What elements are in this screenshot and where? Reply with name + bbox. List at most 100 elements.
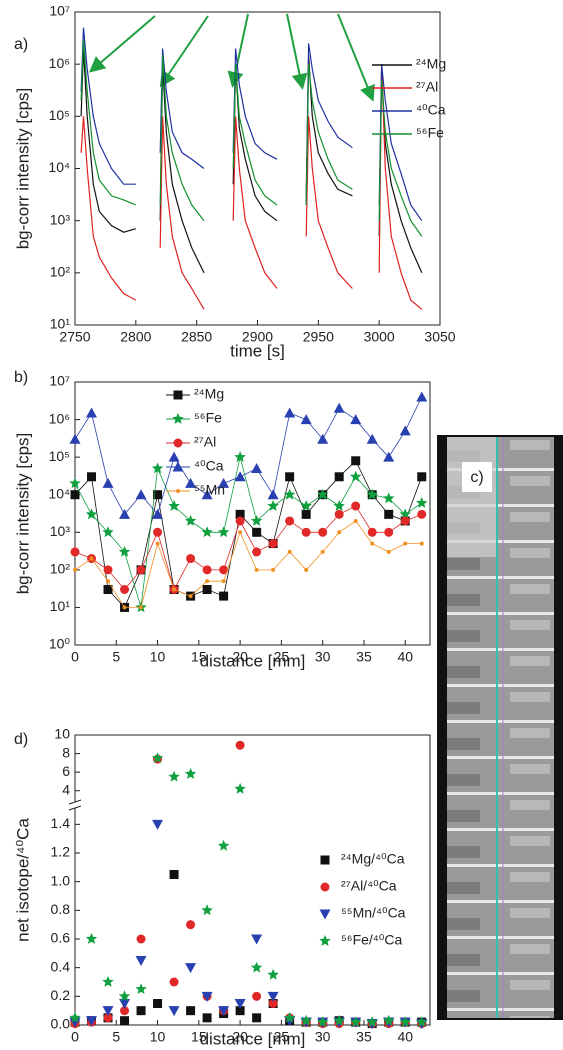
marker bbox=[186, 554, 196, 564]
x-tick-label: 30 bbox=[315, 1029, 331, 1045]
marker bbox=[383, 492, 395, 504]
y-tick-label: 10⁵ bbox=[49, 448, 70, 464]
marker bbox=[153, 490, 163, 500]
marker bbox=[102, 1006, 114, 1017]
marker bbox=[87, 472, 97, 482]
marker bbox=[320, 855, 330, 865]
marker bbox=[251, 462, 263, 473]
marker bbox=[304, 567, 309, 572]
x-tick-label: 3000 bbox=[364, 329, 395, 345]
legend-label: ⁵⁵Mn/⁴⁰Ca bbox=[341, 905, 406, 921]
marker bbox=[173, 390, 183, 400]
y-tick-label: 10⁵ bbox=[49, 107, 70, 123]
x-tick-label: 2750 bbox=[59, 329, 90, 345]
series-line bbox=[80, 48, 423, 274]
legend-label: ⁵⁶Fe bbox=[194, 410, 222, 426]
x-tick-label: 10 bbox=[150, 649, 166, 665]
y-tick-label: 6 bbox=[62, 763, 70, 779]
marker bbox=[151, 752, 164, 764]
x-tick-label: 2850 bbox=[181, 329, 212, 345]
marker bbox=[172, 587, 177, 592]
marker bbox=[234, 999, 246, 1009]
y-tick-label: 10⁴ bbox=[48, 485, 70, 501]
marker bbox=[69, 1011, 81, 1023]
marker bbox=[120, 1006, 130, 1016]
marker bbox=[285, 472, 295, 482]
marker bbox=[267, 489, 279, 500]
marker bbox=[119, 508, 131, 519]
x-axis-label: distance [mm] bbox=[200, 651, 306, 670]
marker bbox=[383, 451, 395, 462]
marker bbox=[419, 541, 424, 546]
marker bbox=[185, 477, 197, 488]
marker bbox=[169, 977, 179, 987]
y-axis-label: bg-corr intensity [cps] bbox=[13, 433, 32, 595]
marker bbox=[366, 433, 378, 444]
marker bbox=[186, 1006, 196, 1016]
marker bbox=[366, 1016, 378, 1027]
plot-frame bbox=[74, 381, 431, 646]
marker bbox=[319, 935, 331, 946]
y-tick-label: 10¹ bbox=[50, 598, 71, 614]
marker bbox=[202, 1013, 212, 1023]
marker bbox=[234, 782, 246, 794]
image-texture bbox=[447, 437, 497, 557]
marker bbox=[252, 991, 262, 1001]
marker bbox=[135, 489, 147, 500]
marker bbox=[168, 451, 180, 462]
marker bbox=[103, 585, 113, 595]
marker bbox=[118, 990, 131, 1002]
marker bbox=[168, 1006, 180, 1017]
marker bbox=[152, 819, 164, 830]
legend-label: ⁴⁰Ca bbox=[416, 102, 446, 118]
marker bbox=[184, 515, 197, 526]
marker bbox=[353, 518, 358, 523]
y-axis-label: bg-corr intensity [cps] bbox=[13, 88, 32, 250]
panel-label: d) bbox=[14, 731, 28, 748]
marker bbox=[201, 904, 213, 916]
arrows bbox=[88, 13, 375, 102]
panel-label: b) bbox=[14, 369, 28, 386]
marker bbox=[284, 1016, 296, 1027]
marker bbox=[417, 509, 427, 519]
marker bbox=[271, 567, 276, 572]
marker bbox=[184, 768, 197, 779]
marker bbox=[205, 579, 210, 584]
marker bbox=[69, 433, 81, 444]
marker bbox=[102, 526, 114, 538]
legend-label: ²⁴Mg/⁴⁰Ca bbox=[341, 851, 405, 867]
x-tick-label: 5 bbox=[112, 1029, 120, 1045]
marker bbox=[221, 579, 226, 584]
arrow bbox=[88, 15, 156, 73]
arrow bbox=[337, 13, 375, 102]
x-tick-label: 3050 bbox=[424, 329, 455, 345]
marker bbox=[136, 934, 146, 944]
marker bbox=[334, 509, 344, 519]
series-line bbox=[80, 27, 423, 222]
chart: a) time [s] bg-corr intensity [cps] 2750 280… bbox=[13, 3, 455, 361]
marker bbox=[350, 470, 362, 482]
x-tick-label: 35 bbox=[356, 1029, 372, 1045]
marker bbox=[238, 530, 243, 535]
marker bbox=[219, 565, 229, 575]
marker bbox=[234, 471, 246, 482]
marker bbox=[416, 391, 428, 402]
marker bbox=[69, 477, 81, 489]
marker bbox=[317, 433, 329, 444]
series-line bbox=[74, 460, 423, 609]
break-mark bbox=[68, 799, 82, 805]
marker bbox=[139, 605, 144, 610]
y-tick-label: 10⁶ bbox=[49, 410, 70, 426]
marker bbox=[267, 991, 279, 1002]
marker bbox=[399, 425, 411, 436]
marker bbox=[333, 402, 345, 413]
marker bbox=[136, 565, 146, 575]
marker bbox=[252, 547, 262, 557]
y-tick-label: 0.6 bbox=[51, 930, 71, 946]
marker bbox=[120, 1016, 130, 1026]
marker bbox=[172, 413, 184, 424]
marker bbox=[102, 976, 114, 987]
marker bbox=[301, 527, 311, 537]
marker bbox=[122, 605, 127, 610]
